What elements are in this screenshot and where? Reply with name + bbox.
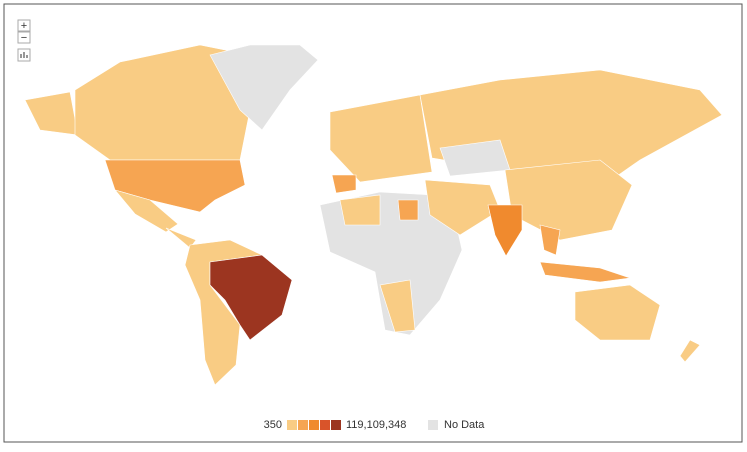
central-america	[165, 227, 197, 249]
europe	[329, 94, 433, 183]
greenland	[209, 44, 319, 131]
north-africa	[339, 194, 381, 226]
legend-min-label: 350	[264, 419, 282, 431]
south-america	[184, 239, 264, 386]
mexico	[114, 189, 179, 233]
legend-swatch	[309, 420, 319, 430]
indonesia	[539, 261, 631, 283]
zoom-in-button[interactable]	[17, 19, 31, 32]
australia	[574, 284, 661, 341]
india	[487, 204, 523, 257]
zoom-out-label[interactable]: −	[21, 32, 27, 44]
chart-icon	[20, 52, 28, 58]
no-data-swatch	[428, 420, 438, 430]
egypt	[397, 199, 419, 221]
zoom-controls: + −	[17, 19, 31, 62]
africa	[319, 191, 463, 336]
zoom-out-button[interactable]	[17, 31, 31, 44]
brazil	[209, 254, 293, 341]
middle-east	[424, 179, 501, 236]
legend-swatch	[287, 420, 297, 430]
legend-swatch	[298, 420, 308, 430]
legend-swatches	[287, 420, 341, 430]
legend: 350 119,109,348 No Data	[264, 419, 486, 431]
spain	[331, 174, 357, 194]
zoom-in-label[interactable]: +	[21, 20, 27, 32]
new-zealand	[679, 339, 701, 363]
canada	[74, 44, 251, 161]
legend-swatch	[331, 420, 341, 430]
no-data-label: No Data	[444, 419, 485, 431]
legend-max-label: 119,109,348	[346, 419, 406, 431]
southeast-asia	[539, 224, 561, 256]
southern-africa	[379, 279, 416, 333]
countries	[24, 44, 723, 386]
legend-swatch	[320, 420, 330, 430]
